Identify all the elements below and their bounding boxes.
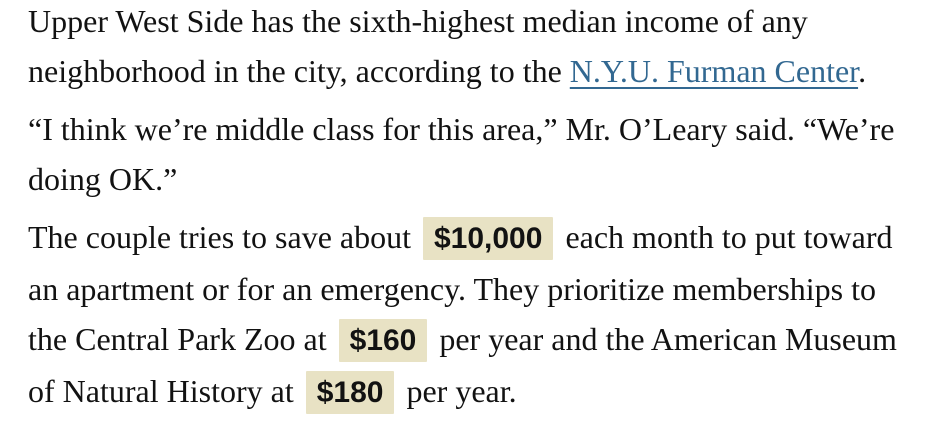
text-line: of Natural History at $180 per year. (28, 366, 906, 418)
paragraph-quote: “I think we’re middle class for this are… (28, 104, 906, 204)
body-text: per year. (398, 373, 517, 409)
text-line: “I think we’re middle class for this are… (28, 104, 906, 154)
paragraph-savings: The couple tries to save about $10,000 e… (28, 212, 906, 418)
body-text: The couple tries to save about (28, 219, 419, 255)
text-line: an apartment or for an emergency. They p… (28, 264, 906, 314)
body-text: . (858, 53, 867, 89)
body-text: an apartment or for an emergency. They p… (28, 271, 876, 307)
body-text: the Central Park Zoo at (28, 321, 335, 357)
highlight-monthly-savings-amount: $10,000 (422, 217, 554, 260)
body-text: Upper West Side has the sixth-highest me… (28, 3, 808, 39)
furman-center-link[interactable]: N.Y.U. Furman Center (569, 53, 859, 89)
text-line: Upper West Side has the sixth-highest me… (28, 0, 906, 46)
text-line: doing OK.” (28, 154, 906, 204)
body-text: “I think we’re middle class for this are… (28, 111, 895, 147)
body-text: per year and the American Museum (431, 321, 897, 357)
body-text: each month to put toward (557, 219, 893, 255)
body-text: of Natural History at (28, 373, 302, 409)
highlight-zoo-membership-amount: $160 (338, 319, 428, 362)
paragraph-income: Upper West Side has the sixth-highest me… (28, 0, 906, 96)
text-line: neighborhood in the city, according to t… (28, 46, 906, 96)
body-text: doing OK.” (28, 161, 178, 197)
highlight-museum-membership-amount: $180 (305, 371, 395, 414)
text-line: The couple tries to save about $10,000 e… (28, 212, 906, 264)
text-line: the Central Park Zoo at $160 per year an… (28, 314, 906, 366)
body-text: neighborhood in the city, according to t… (28, 53, 570, 89)
